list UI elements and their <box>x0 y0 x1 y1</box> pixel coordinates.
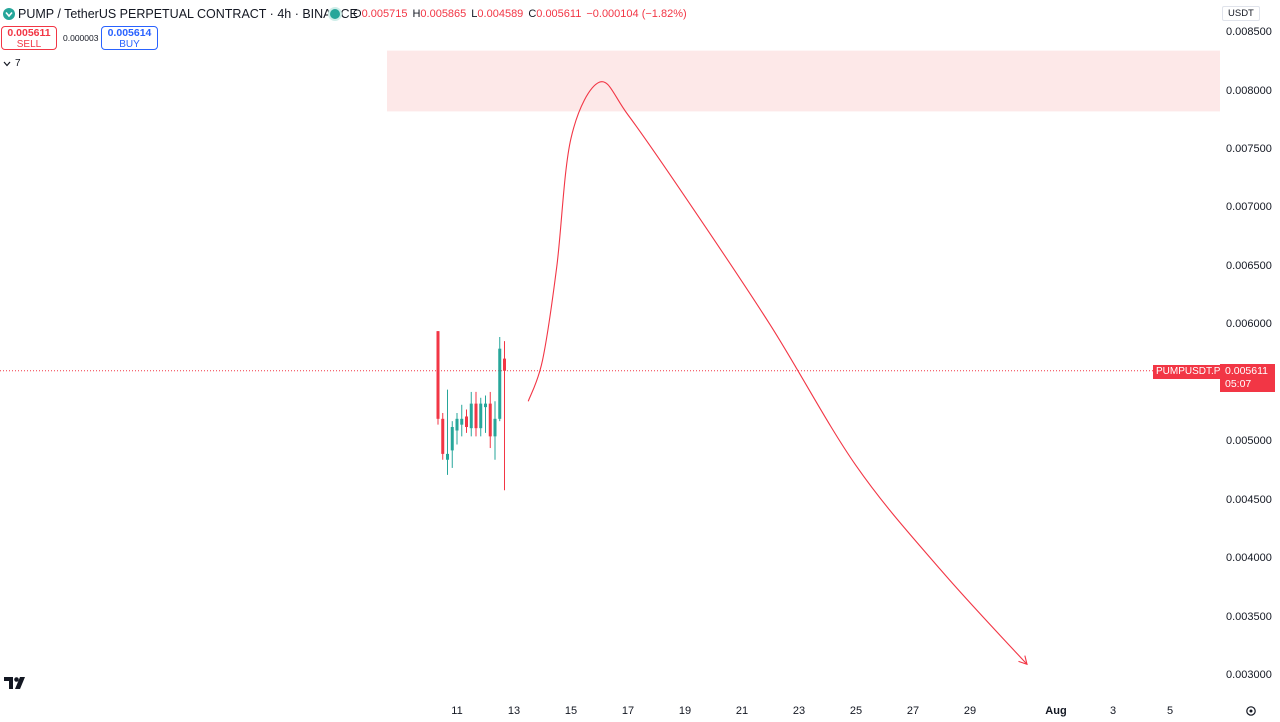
price-tick-label: 0.008000 <box>1226 84 1272 97</box>
high-value: 0.005865 <box>420 8 467 20</box>
buy-price: 0.005614 <box>107 27 152 39</box>
candle-body <box>436 331 440 419</box>
candle[interactable] <box>450 421 454 468</box>
price-tick-label: 0.004000 <box>1226 552 1272 565</box>
candle-body <box>460 418 464 425</box>
close-label: C <box>528 8 537 20</box>
time-tick-label: 25 <box>849 705 863 717</box>
time-tick-label: 15 <box>564 705 578 717</box>
low-label: L <box>471 8 478 20</box>
candle-body <box>469 403 473 429</box>
resistance-zone[interactable] <box>387 50 1220 112</box>
candle-body <box>503 358 506 371</box>
candle-body <box>474 403 478 429</box>
candle[interactable] <box>436 331 440 425</box>
time-tick-label: 27 <box>906 705 920 717</box>
candle[interactable] <box>460 404 464 437</box>
candle[interactable] <box>465 409 468 433</box>
time-tick-label: 17 <box>621 705 635 717</box>
projection-path <box>527 81 1028 665</box>
time-tick-label: 13 <box>507 705 521 717</box>
settings-gear-icon[interactable] <box>1245 704 1257 722</box>
buy-button[interactable]: 0.005614 BUY <box>101 26 158 50</box>
projection-arrowhead <box>1018 655 1028 666</box>
ohlc-legend: O0.005715 H0.005865 L0.004589 C0.005611 … <box>353 8 687 20</box>
candle-body <box>484 403 487 408</box>
symbol-title[interactable]: PUMP / TetherUS PERPETUAL CONTRACT · 4h … <box>18 7 358 21</box>
time-tick-label: Aug <box>1045 705 1067 717</box>
change-value: −0.000104 (−1.82%) <box>586 8 687 20</box>
candle[interactable] <box>441 412 445 460</box>
price-tick-label: 0.007000 <box>1226 201 1272 214</box>
candle[interactable] <box>503 341 506 491</box>
time-axis[interactable]: 11 13 15 17 19 21 23 25 27 29 Aug 3 5 <box>0 700 1240 718</box>
price-chart[interactable] <box>0 0 1220 700</box>
price-tick-label: 0.006000 <box>1226 318 1272 331</box>
chevron-down-icon <box>3 61 11 66</box>
price-tick-label: 0.006500 <box>1226 259 1272 272</box>
tradingview-logo-icon[interactable] <box>4 676 28 694</box>
sell-button[interactable]: 0.005611 SELL <box>1 26 57 50</box>
price-tick-label: 0.007500 <box>1226 142 1272 155</box>
currency-selector[interactable]: USDT <box>1222 6 1260 21</box>
market-status-icon[interactable] <box>330 9 340 19</box>
indicators-toggle[interactable]: 7 <box>3 58 21 69</box>
candle[interactable] <box>455 412 459 445</box>
candle[interactable] <box>484 395 487 433</box>
candle-body <box>493 418 497 437</box>
symbol-price-tag: PUMPUSDT.P <box>1153 365 1224 379</box>
candle[interactable] <box>498 336 502 422</box>
candle[interactable] <box>446 389 449 475</box>
time-tick-label: 19 <box>678 705 692 717</box>
candle-body <box>455 418 459 431</box>
spread-value: 0.000003 <box>63 33 99 43</box>
price-tick-label: 0.004500 <box>1226 493 1272 506</box>
candle[interactable] <box>479 397 483 437</box>
candle-body <box>450 427 454 451</box>
price-tick-label: 0.003500 <box>1226 610 1272 623</box>
candle[interactable] <box>488 391 492 449</box>
candle-body <box>498 348 502 419</box>
candle-body <box>446 453 449 460</box>
low-value: 0.004589 <box>477 8 524 20</box>
symbol-logo-icon <box>3 8 15 20</box>
candle[interactable] <box>493 401 497 460</box>
candle-body <box>465 416 468 428</box>
price-tick-label: 0.005000 <box>1226 435 1272 448</box>
price-tick-label: 0.008500 <box>1226 26 1272 39</box>
indicators-count: 7 <box>15 58 21 69</box>
last-price-value: 0.005611 <box>1225 365 1269 377</box>
time-tick-label: 11 <box>451 705 463 717</box>
close-value: 0.005611 <box>536 8 582 20</box>
time-tick-label: 3 <box>1109 705 1117 717</box>
time-tick-label: 21 <box>735 705 749 717</box>
open-value: 0.005715 <box>361 8 408 20</box>
candle-body <box>441 418 445 454</box>
candle-body <box>479 403 483 429</box>
time-tick-label: 23 <box>792 705 806 717</box>
buy-label: BUY <box>119 39 140 50</box>
open-label: O <box>353 8 362 20</box>
candle[interactable] <box>474 391 478 437</box>
price-axis[interactable]: 0.008500 0.008000 0.007500 0.007000 0.006500… <box>1220 0 1280 700</box>
candle[interactable] <box>469 391 473 437</box>
sell-price: 0.005611 <box>7 27 51 39</box>
price-tick-label: 0.003000 <box>1226 669 1272 681</box>
sell-label: SELL <box>16 39 42 50</box>
bar-countdown: 05:07 <box>1225 378 1252 390</box>
time-tick-label: 5 <box>1166 705 1174 717</box>
high-label: H <box>412 8 421 20</box>
candle-body <box>488 403 492 437</box>
time-tick-label: 29 <box>963 705 977 717</box>
last-price-tag: 0.005611 05:07 <box>1220 364 1275 392</box>
